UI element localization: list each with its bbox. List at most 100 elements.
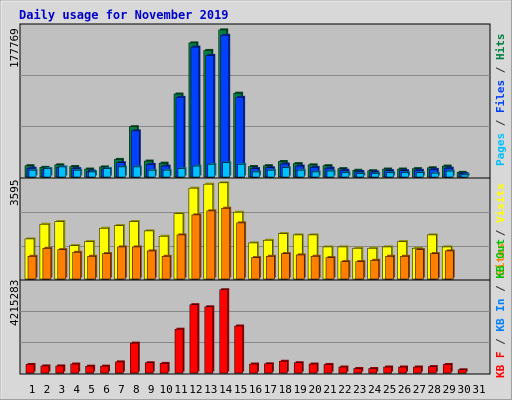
panel-bottom <box>19 279 491 375</box>
bar-sites-day-9 <box>146 250 156 280</box>
bar-pages-day-29 <box>445 170 454 178</box>
x-tick-label: 18 <box>279 383 292 396</box>
bar-pages-day-6 <box>103 168 111 178</box>
legend-top: Pages / Files / Hits <box>494 34 507 167</box>
x-tick-labels: 1 2 3 4 5 6 7 8 9 10 11 12 13 14 15 16 17 18 19 20 21 22 23 24 2… <box>29 383 486 396</box>
bar-sites-day-15 <box>236 222 245 280</box>
bar-kbf-day-3 <box>55 365 65 374</box>
bar-pages-day-21 <box>326 170 335 178</box>
bar-sites-day-2 <box>42 248 52 280</box>
x-tick-label: 28 <box>428 383 441 396</box>
panel-top <box>19 23 491 179</box>
bar-sites-day-1 <box>27 256 37 280</box>
bar-sites-day-11 <box>176 234 186 280</box>
x-tick-label: 22 <box>338 383 351 396</box>
y-max-label-top: 177769 <box>8 28 21 68</box>
bar-pages-day-27 <box>416 172 424 178</box>
bar-kbf-day-25 <box>383 366 392 374</box>
x-tick-label: 10 <box>159 383 172 396</box>
x-tick-label: 11 <box>174 383 187 396</box>
bar-pages-day-4 <box>73 170 81 178</box>
bar-pages-day-12 <box>192 165 201 178</box>
bar-sites-day-28 <box>430 253 439 280</box>
legend-middle: Sites / Visits <box>494 183 507 276</box>
bar-pages-day-25 <box>386 172 394 178</box>
chart-title: Daily usage for November 2019 <box>19 8 229 22</box>
bar-sites-day-20 <box>310 256 320 280</box>
bar-pages-day-13 <box>207 164 216 178</box>
x-tick-label: 29 <box>443 383 456 396</box>
bar-sites-day-24 <box>370 260 379 280</box>
legend-kb-f: KB F <box>494 352 507 379</box>
bar-pages-day-30-shadow <box>462 173 470 176</box>
bar-sites-day-18 <box>281 253 290 280</box>
bar-sites-day-6 <box>102 253 111 280</box>
bar-pages-day-24 <box>371 173 379 178</box>
bar-pages-day-22 <box>341 172 350 178</box>
bar-kbf-day-30 <box>457 369 467 374</box>
bar-kbf-day-14 <box>219 289 228 374</box>
x-tick-label: 25 <box>383 383 396 396</box>
bar-kbf-day-5 <box>85 365 94 374</box>
x-tick-label: 14 <box>219 383 233 396</box>
bar-files-day-13 <box>205 55 215 178</box>
bar-kbf-day-8 <box>130 342 139 374</box>
bar-kbf-day-9 <box>144 362 154 374</box>
x-tick-label: 7 <box>118 383 125 396</box>
bar-sites-day-3 <box>57 249 67 280</box>
bar-kbf-day-17 <box>264 363 273 374</box>
x-tick-label: 19 <box>294 383 307 396</box>
bar-pages-day-14 <box>222 162 230 178</box>
bar-files-day-14 <box>220 35 229 178</box>
grid-bottom <box>20 311 490 343</box>
bar-kbf-day-22 <box>338 366 348 374</box>
bar-kbf-day-18 <box>279 361 288 374</box>
bar-pages-day-23 <box>356 173 365 178</box>
bar-pages-day-9 <box>147 170 156 178</box>
bar-kbf-day-11 <box>174 328 184 374</box>
legend-bottom: KB F / KB In / KB Out <box>494 239 507 378</box>
bar-kbf-day-27 <box>413 366 422 374</box>
bar-kbf-day-21 <box>323 364 333 374</box>
x-tick-label: 3 <box>58 383 65 396</box>
bar-pages-day-19 <box>296 170 305 178</box>
y-max-label-bottom: 4215283 <box>8 280 21 326</box>
bar-pages-day-2 <box>43 168 52 178</box>
bar-kbf-day-28 <box>428 366 437 374</box>
bar-sites-day-8 <box>132 246 141 280</box>
bar-kbf-day-20 <box>308 363 318 374</box>
y-max-label-middle: 3595 <box>8 180 21 207</box>
bar-pages-day-1 <box>28 170 37 178</box>
bar-kbf-day-16 <box>249 363 258 374</box>
bar-pages-day-10 <box>162 170 171 178</box>
bar-pages-day-15 <box>237 164 245 178</box>
bar-pages-day-17 <box>267 170 275 178</box>
x-tick-label: 12 <box>189 383 202 396</box>
bar-pages-day-7 <box>118 166 126 178</box>
legend-pages: Pages <box>494 133 507 166</box>
x-tick-label: 13 <box>204 383 217 396</box>
bar-kbf-day-26 <box>398 366 407 374</box>
x-tick-label: 27 <box>413 383 426 396</box>
bar-layer <box>24 28 470 374</box>
bar-sites-day-5 <box>87 256 96 280</box>
bar-pages-day-28 <box>431 172 439 178</box>
legend-kb-in: KB In <box>494 299 507 332</box>
x-tick-label: 9 <box>148 383 155 396</box>
bar-pages-day-20 <box>311 171 320 178</box>
bar-kbf-day-1 <box>25 364 35 374</box>
x-tick-label: 2 <box>44 383 51 396</box>
bar-sites-day-17 <box>266 256 275 280</box>
x-tick-label: 15 <box>234 383 247 396</box>
bar-pages-day-26 <box>401 172 409 178</box>
x-tick-label: 21 <box>323 383 336 396</box>
bar-sites-day-21 <box>325 257 335 280</box>
bar-pages-day-30 <box>460 174 469 178</box>
bar-kbf-day-13 <box>204 306 214 374</box>
bar-kbf-day-15 <box>234 325 243 374</box>
bar-kbf-day-19 <box>293 362 303 374</box>
bar-sites-day-14 <box>221 207 230 280</box>
x-tick-label: 4 <box>73 383 80 396</box>
bar-kbf-day-2 <box>40 365 50 374</box>
